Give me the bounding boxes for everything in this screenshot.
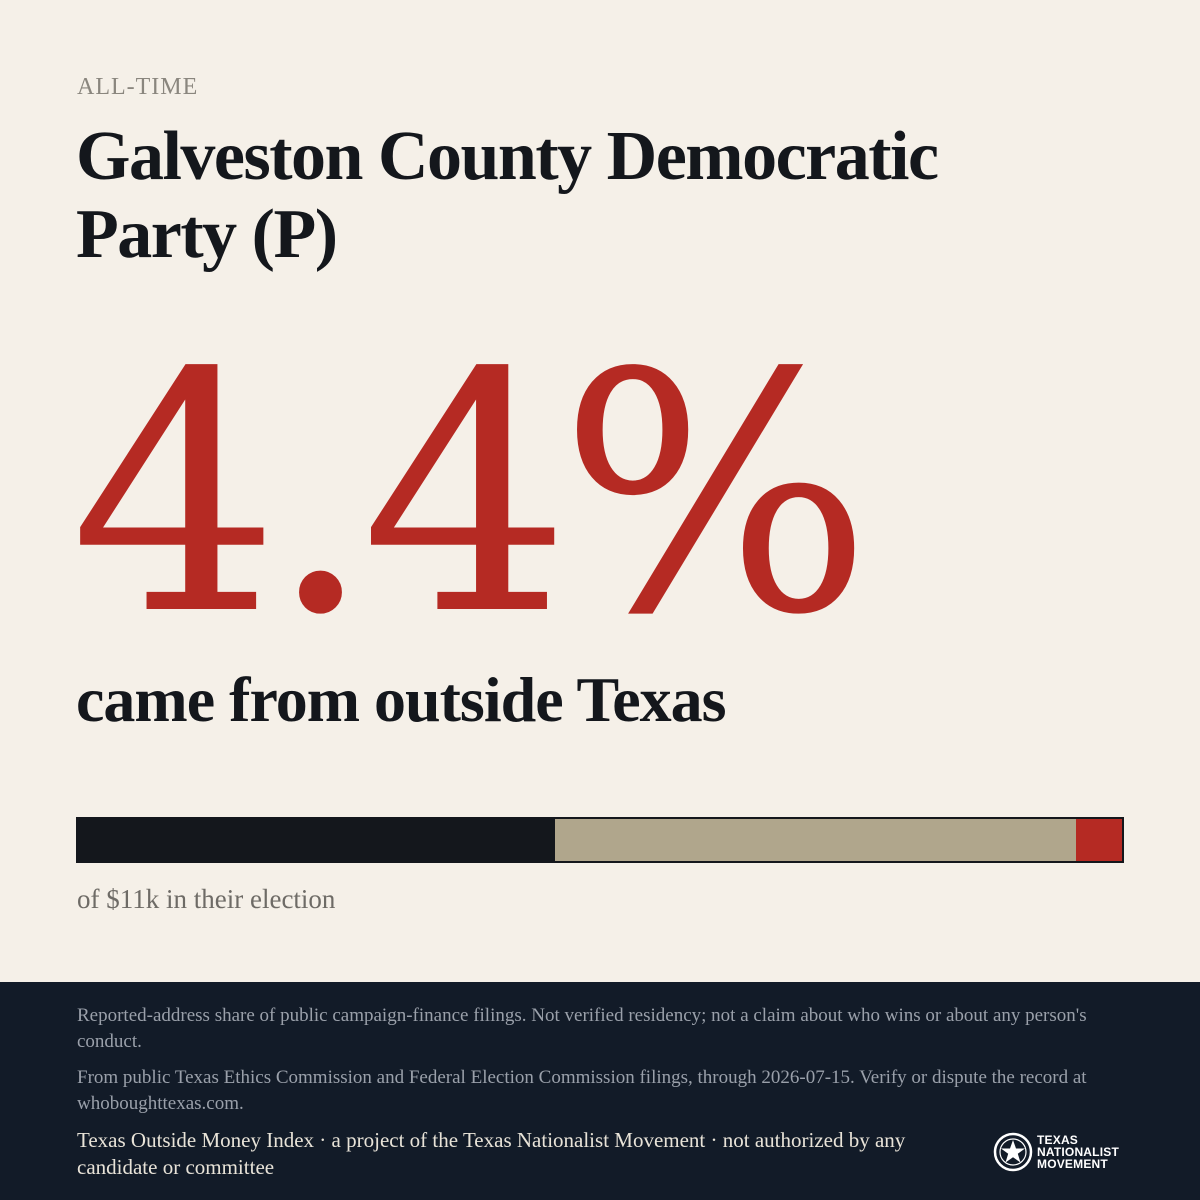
logo-wordmark: TEXAS NATIONALIST MOVEMENT xyxy=(1037,1134,1119,1170)
logo-line-movement: MOVEMENT xyxy=(1037,1157,1108,1171)
footer-credit: Texas Outside Money Index · a project of… xyxy=(77,1128,906,1179)
footer-disclaimer: Reported-address share of public campaig… xyxy=(77,1005,1087,1052)
total-amount-text: of $11k in their election xyxy=(77,884,336,914)
page-title: Galveston County Democratic Party (P) xyxy=(76,118,939,273)
logo-line-texas: TEXAS xyxy=(1037,1133,1079,1147)
star-seal-icon xyxy=(993,1132,1033,1172)
segment-red xyxy=(1076,819,1122,861)
period-label: ALL-TIME xyxy=(77,74,199,100)
segment-dark xyxy=(78,819,556,861)
logo-line-nationalist: NATIONALIST xyxy=(1037,1145,1119,1159)
footer-source-note: From public Texas Ethics Commission and … xyxy=(77,1067,1087,1114)
share-bar xyxy=(76,817,1124,863)
headline-subtitle: came from outside Texas xyxy=(76,664,727,735)
segment-tan xyxy=(555,819,1077,861)
headline-percentage: 4.4% xyxy=(70,303,872,687)
tnm-logo: TEXAS NATIONALIST MOVEMENT xyxy=(993,1131,1119,1173)
